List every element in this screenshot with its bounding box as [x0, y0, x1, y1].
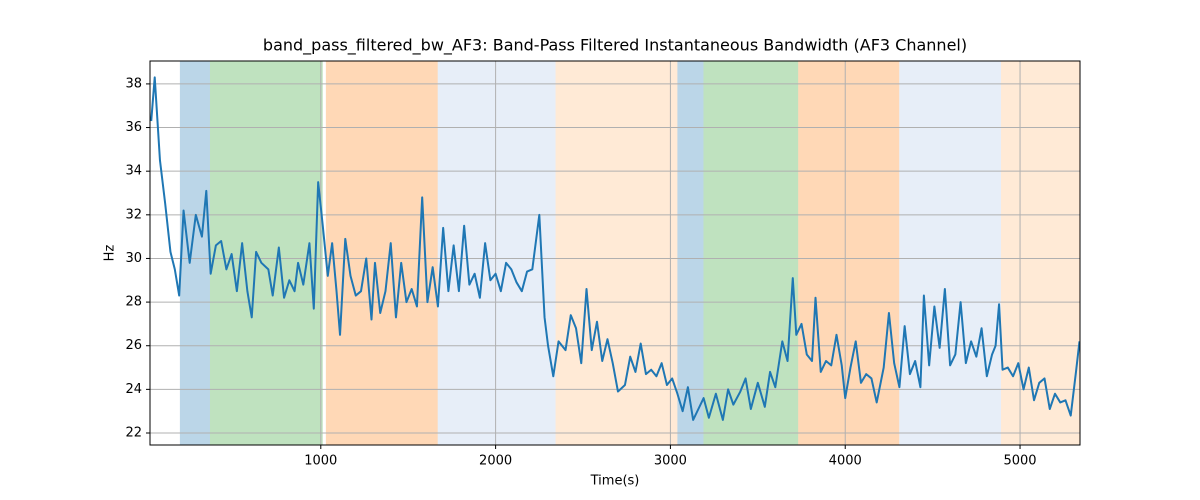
y-tick-label: 32: [125, 207, 142, 222]
span: [677, 61, 704, 445]
y-tick-label: 30: [125, 251, 142, 266]
x-tick-label: 2000: [479, 454, 512, 469]
x-axis-label: Time(s): [590, 474, 640, 489]
y-axis-label: Hz: [103, 245, 118, 262]
span: [325, 61, 438, 445]
span: [703, 61, 799, 445]
x-tick-label: 1000: [304, 454, 337, 469]
y-tick-label: 38: [125, 76, 142, 91]
span: [209, 61, 323, 445]
data-line: [150, 76, 1080, 421]
labels: 1000 2000 3000 4000 5000 22 24 26 28 30 32 34 36 38: [125, 76, 1036, 468]
spans: [179, 61, 1080, 445]
plot: [150, 76, 1080, 421]
chart-title: band_pass_filtered_bw_AF3: Band-Pass Fil…: [263, 36, 967, 56]
span: [899, 61, 1001, 445]
grid: [150, 61, 1080, 445]
span: [179, 61, 210, 445]
y-tick-label: 22: [125, 426, 142, 441]
x-tick-label: 3000: [654, 454, 687, 469]
x-tick-label: 4000: [829, 454, 862, 469]
y-tick-label: 34: [125, 164, 142, 179]
span: [437, 61, 556, 445]
span: [1000, 61, 1080, 445]
y-tick-label: 36: [125, 120, 142, 135]
y-tick-label: 28: [125, 295, 142, 310]
span: [798, 61, 900, 445]
y-tick-label: 26: [125, 338, 142, 353]
x-tick-label: 5000: [1003, 454, 1036, 469]
axes-frame: [149, 60, 1081, 446]
y-tick-label: 24: [125, 382, 142, 397]
